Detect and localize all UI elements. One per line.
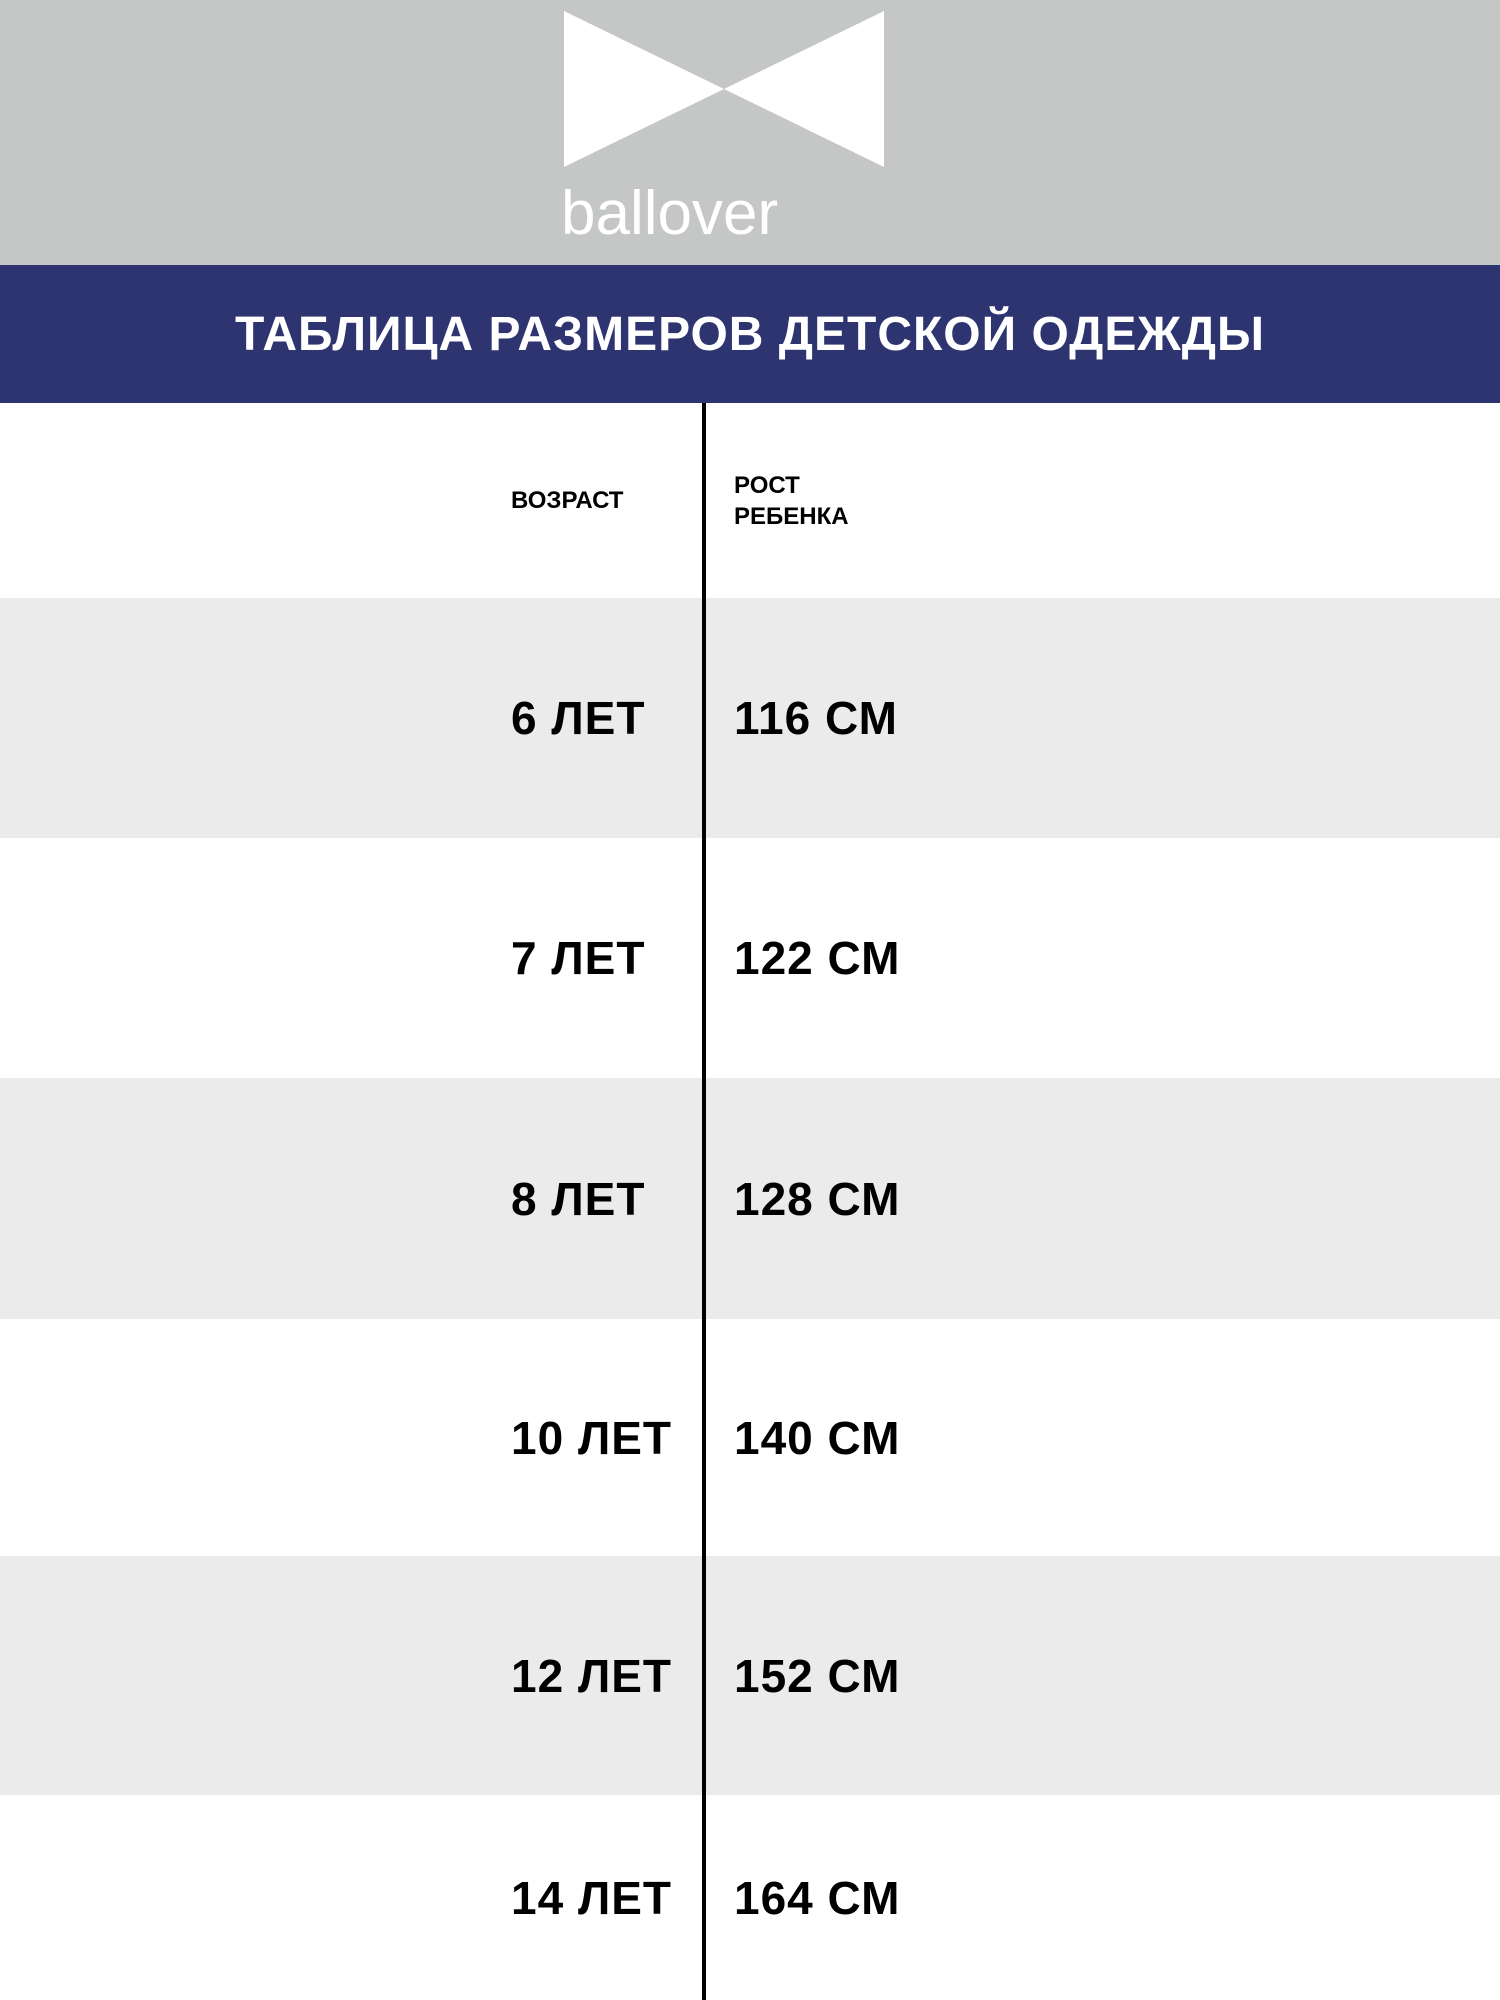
- column-divider: [702, 403, 706, 2000]
- age-cell: 14 ЛЕТ: [511, 1871, 673, 1924]
- table-row: 8 ЛЕТ 128 СМ: [0, 1078, 1500, 1319]
- height-cell: 140 СМ: [734, 1411, 901, 1464]
- table-row: 7 ЛЕТ 122 СМ: [0, 838, 1500, 1078]
- table-row: 10 ЛЕТ 140 СМ: [0, 1319, 1500, 1556]
- height-cell: 128 СМ: [734, 1172, 901, 1225]
- height-cell: 152 СМ: [734, 1649, 901, 1702]
- table-header-row: ВОЗРАСТ РОСТ РЕБЕНКА: [0, 403, 1500, 598]
- age-cell: 12 ЛЕТ: [511, 1649, 673, 1702]
- table-row: 14 ЛЕТ 164 СМ: [0, 1795, 1500, 2000]
- column-header-height-line1: РОСТ: [734, 471, 800, 499]
- age-cell: 8 ЛЕТ: [511, 1172, 646, 1225]
- title-band: ТАБЛИЦА РАЗМЕРОВ ДЕТСКОЙ ОДЕЖДЫ: [0, 265, 1500, 403]
- height-cell: 122 СМ: [734, 932, 901, 984]
- age-cell: 6 ЛЕТ: [511, 692, 646, 744]
- age-cell: 10 ЛЕТ: [511, 1411, 673, 1464]
- page-title: ТАБЛИЦА РАЗМЕРОВ ДЕТСКОЙ ОДЕЖДЫ: [235, 307, 1265, 361]
- table-row: 6 ЛЕТ 116 СМ: [0, 598, 1500, 838]
- column-header-age: ВОЗРАСТ: [511, 487, 624, 514]
- column-header-height: РОСТ РЕБЕНКА: [734, 403, 849, 598]
- bow-tie-icon: [564, 11, 884, 167]
- column-header-height-line2: РЕБЕНКА: [734, 502, 849, 530]
- table-row: 12 ЛЕТ 152 СМ: [0, 1556, 1500, 1795]
- height-cell: 164 СМ: [734, 1871, 901, 1924]
- age-cell: 7 ЛЕТ: [511, 932, 646, 984]
- brand-header: ballover: [0, 0, 1500, 265]
- brand-name: ballover: [561, 179, 779, 248]
- height-cell: 116 СМ: [734, 692, 898, 744]
